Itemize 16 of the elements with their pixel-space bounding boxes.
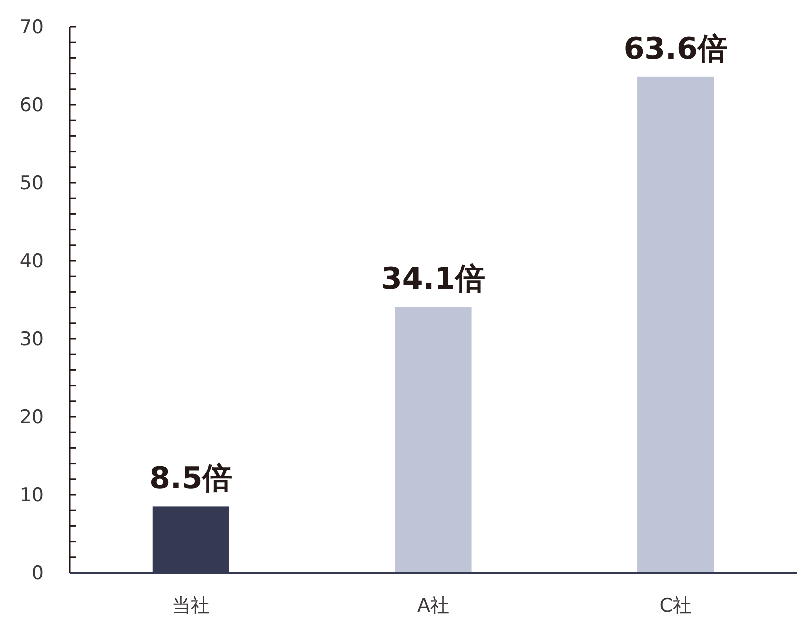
y-tick-label: 30 <box>20 328 44 351</box>
y-tick-label: 70 <box>20 16 44 39</box>
data-label: 34.1倍 <box>381 262 486 298</box>
y-tick-label: 10 <box>20 484 44 507</box>
bar <box>395 307 472 573</box>
x-tick-label: A社 <box>418 595 450 617</box>
x-tick-label: C社 <box>660 595 692 617</box>
y-tick-label: 20 <box>20 406 44 429</box>
data-label: 63.6倍 <box>624 32 728 67</box>
y-tick-label: 40 <box>20 250 44 273</box>
data-label: 8.5倍 <box>150 462 233 497</box>
y-tick-label: 50 <box>20 172 44 195</box>
y-tick-label: 60 <box>20 94 44 117</box>
x-tick-label: 当社 <box>172 595 210 617</box>
y-tick-label: 0 <box>32 562 44 585</box>
bar <box>638 76 714 573</box>
